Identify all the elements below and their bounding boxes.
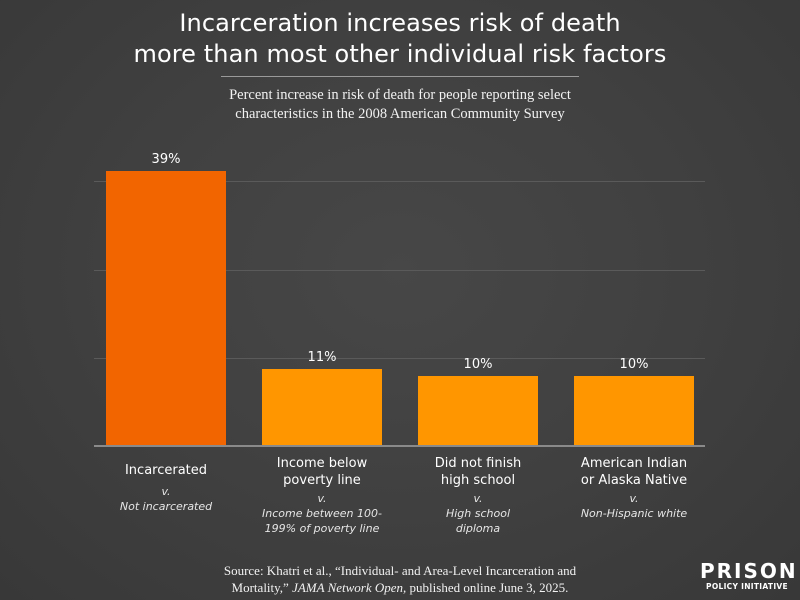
category-label: American Indian or Alaska Native v. Non-… — [580, 456, 688, 520]
subtitle-line-1: Percent increase in risk of death for pe… — [229, 87, 571, 103]
bar-incarcerated — [106, 171, 226, 446]
bar-income-below-poverty — [262, 369, 382, 446]
bar-value-label: 11% — [307, 350, 337, 365]
prison-policy-initiative-logo: PRISON POLICY INITIATIVE — [700, 559, 798, 591]
gridline — [94, 270, 705, 271]
source-line-1: Source: Khatri et al., “Individual- and … — [223, 563, 577, 578]
gridline — [94, 181, 705, 182]
subtitle-line-2: characteristics in the 2008 American Com… — [235, 106, 565, 122]
category-label: Did not finish high school v. High schoo… — [434, 456, 522, 535]
category-label: Incarcerated v. Not incarcerated — [119, 463, 213, 513]
chart-subtitle: Percent increase in risk of death for pe… — [0, 86, 800, 124]
source-line-2: Mortality,” JAMA Network Open, published… — [231, 580, 569, 595]
x-axis-baseline — [94, 445, 705, 447]
gridline — [94, 358, 705, 359]
chart-title: Incarceration increases risk of death mo… — [0, 8, 800, 70]
title-divider — [221, 76, 579, 77]
bar-value-label: 10% — [463, 357, 493, 372]
bar-no-high-school — [418, 376, 538, 446]
bar-value-label: 39% — [151, 152, 181, 167]
journal-name: JAMA Network Open, — [292, 580, 407, 595]
source-citation: Source: Khatri et al., “Individual- and … — [0, 562, 800, 596]
category-label: Income below poverty line v. Income betw… — [261, 456, 382, 535]
bar-american-indian-alaska-native — [574, 376, 694, 446]
bar-value-label: 10% — [619, 357, 649, 372]
title-line-1: Incarceration increases risk of death — [179, 9, 621, 37]
title-line-2: more than most other individual risk fac… — [133, 40, 667, 68]
